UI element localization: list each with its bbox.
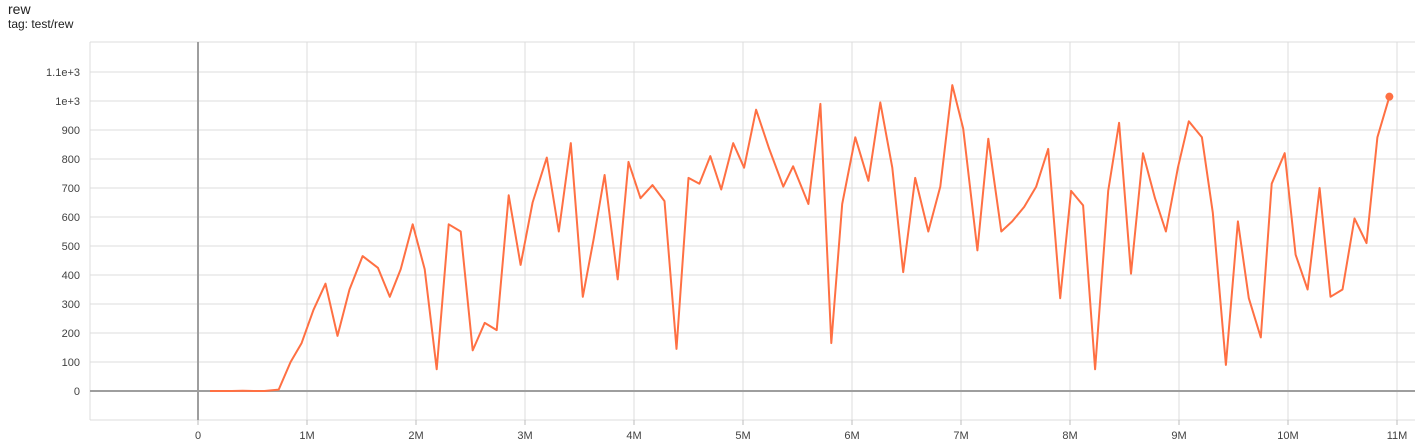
chart-tag: tag: test/rew: [8, 17, 74, 31]
x-tick-label: 4M: [626, 430, 641, 442]
y-tick-label: 400: [62, 270, 80, 282]
x-tick-label: 11M: [1387, 430, 1408, 442]
y-tick-label: 100: [62, 357, 80, 369]
y-tick-label: 0: [74, 386, 80, 398]
y-tick-label: 900: [62, 125, 80, 137]
x-tick-label: 0: [195, 430, 201, 442]
y-tick-label: 600: [62, 212, 80, 224]
x-tick-label: 2M: [408, 430, 423, 442]
last-point-marker: [1385, 92, 1394, 101]
x-tick-label: 10M: [1277, 430, 1298, 442]
series-line: [210, 84, 1391, 392]
x-tick-label: 3M: [517, 430, 532, 442]
x-tick-label: 9M: [1171, 430, 1186, 442]
y-tick-label: 500: [62, 241, 80, 253]
y-tick-label: 200: [62, 328, 80, 340]
x-tick-label: 7M: [953, 430, 968, 442]
y-tick-label: 800: [62, 154, 80, 166]
chart-title: rew: [8, 1, 31, 17]
y-tick-label: 700: [62, 183, 80, 195]
x-tick-label: 5M: [735, 430, 750, 442]
y-tick-label: 1e+3: [55, 96, 80, 108]
x-tick-label: 1M: [299, 430, 314, 442]
x-tick-label: 8M: [1062, 430, 1077, 442]
y-tick-label: 1.1e+3: [46, 67, 80, 79]
x-tick-label: 6M: [844, 430, 859, 442]
y-tick-label: 300: [62, 299, 80, 311]
